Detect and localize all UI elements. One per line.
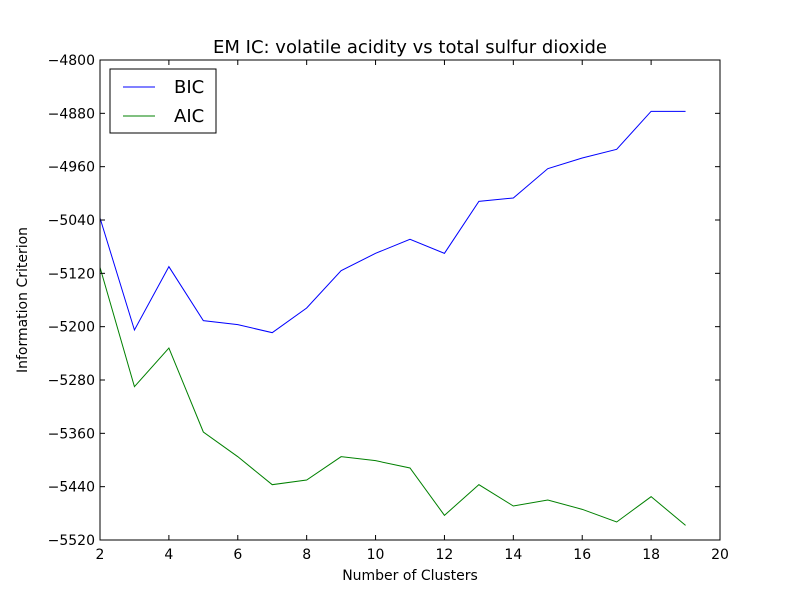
- y-tick-label: −5120: [48, 266, 95, 282]
- x-tick-label: 20: [711, 547, 729, 563]
- plot-lines: [99, 110, 686, 526]
- x-axis-label: Number of Clusters: [342, 568, 478, 584]
- x-tick-label: 12: [436, 547, 454, 563]
- x-tick-label: 18: [642, 547, 660, 563]
- x-tick-label: 16: [573, 547, 591, 563]
- y-tick-label: −5520: [48, 533, 95, 549]
- chart-title: EM IC: volatile acidity vs total sulfur …: [213, 37, 607, 58]
- x-tick-label: 10: [367, 547, 385, 563]
- legend-label-aic: AIC: [174, 106, 204, 127]
- y-tick-label: −5360: [48, 426, 95, 442]
- plot-frame: [99, 59, 721, 541]
- x-tick-label: 8: [302, 547, 311, 563]
- legend-box: [109, 68, 217, 134]
- x-tick-label: 4: [164, 547, 173, 563]
- x-tick-label: 14: [504, 547, 522, 563]
- x-tick-label: 6: [233, 547, 242, 563]
- y-tick-label: −5440: [48, 480, 95, 496]
- y-tick-label: −5280: [48, 373, 95, 389]
- y-tick-label: −5200: [48, 320, 95, 336]
- y-tick-label: −4960: [48, 160, 95, 176]
- y-tick-label: −4800: [48, 53, 95, 69]
- y-axis-label: Information Criterion: [15, 227, 31, 373]
- series-line-bic: [99, 110, 686, 334]
- axis-ticks: 2 4 6 8 10 12 14 16 18 20 −4800 −4880 −4960 −5040 −512…: [48, 53, 729, 563]
- series-line-aic: [99, 267, 686, 526]
- x-tick-label: 2: [96, 547, 105, 563]
- y-tick-label: −5040: [48, 213, 95, 229]
- legend: BIC AIC: [109, 68, 217, 134]
- y-tick-label: −4880: [48, 106, 95, 122]
- legend-label-bic: BIC: [174, 77, 204, 98]
